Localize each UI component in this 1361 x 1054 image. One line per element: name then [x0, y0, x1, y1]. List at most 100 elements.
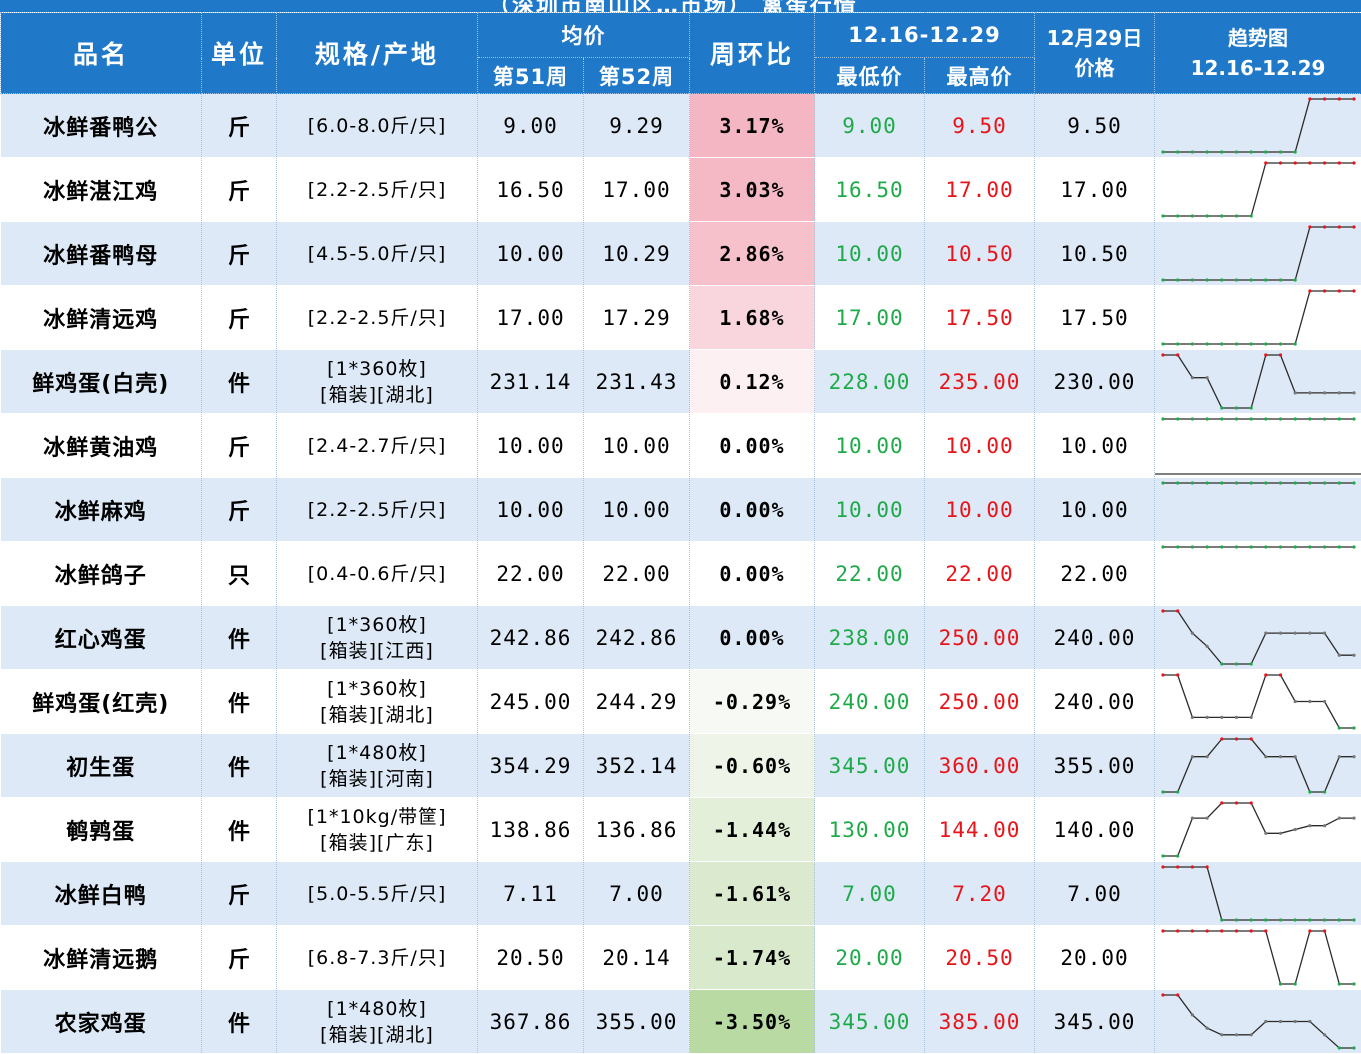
trend-point: [1176, 929, 1179, 932]
trend-line: [1163, 611, 1354, 664]
trend-point: [1308, 545, 1311, 548]
trend-point: [1279, 673, 1282, 676]
min-price: 20.00: [815, 926, 925, 990]
trend-point: [1176, 353, 1179, 356]
trend-point: [1176, 342, 1179, 345]
trend-point: [1323, 824, 1326, 827]
trend-point: [1161, 214, 1164, 217]
week-over-week: -1.44%: [690, 798, 815, 862]
trend-point: [1235, 481, 1238, 484]
trend-point: [1191, 214, 1194, 217]
trend-point: [1308, 790, 1311, 793]
spec-cell: [5.0-5.5斤/只]: [277, 862, 478, 926]
sparkline: [1155, 350, 1361, 413]
trend-point: [1235, 918, 1238, 921]
trend-point: [1323, 391, 1326, 394]
max-price: 360.00: [925, 734, 1035, 798]
trend-point: [1308, 929, 1311, 932]
trend-point: [1220, 342, 1223, 345]
trend-point: [1250, 545, 1253, 548]
min-price: 345.00: [815, 990, 925, 1054]
trend-point: [1294, 700, 1297, 703]
trend-point: [1308, 289, 1311, 292]
week-over-week: 0.00%: [690, 414, 815, 478]
header-name: 品名: [1, 13, 202, 94]
unit-cell: 件: [202, 798, 277, 862]
trend-point: [1323, 700, 1326, 703]
unit-cell: 斤: [202, 414, 277, 478]
trend-point: [1161, 278, 1164, 281]
product-name: 冰鲜麻鸡: [1, 478, 202, 542]
trend-point: [1250, 801, 1253, 804]
trend-point: [1191, 545, 1194, 548]
trend-point: [1220, 417, 1223, 420]
spec-cell: [2.4-2.7斤/只]: [277, 414, 478, 478]
trend-point: [1352, 755, 1355, 758]
week52-avg: 10.29: [584, 222, 690, 286]
header-spec: 规格/产地: [277, 13, 478, 94]
unit-cell: 件: [202, 350, 277, 414]
trend-point: [1338, 289, 1341, 292]
unit-cell: 斤: [202, 862, 277, 926]
trend-point: [1176, 545, 1179, 548]
trend-point: [1176, 278, 1179, 281]
unit-cell: 斤: [202, 926, 277, 990]
trend-point: [1323, 1033, 1326, 1036]
max-price: 250.00: [925, 606, 1035, 670]
trend-point: [1323, 929, 1326, 932]
trend-point: [1235, 662, 1238, 665]
trend-point: [1161, 545, 1164, 548]
trend-point: [1294, 828, 1297, 831]
trend-point: [1250, 342, 1253, 345]
trend-point: [1352, 289, 1355, 292]
max-price: 17.50: [925, 286, 1035, 350]
table-header: 品名 单位 规格/产地 均价 周环比 12.16-12.29 12月29日价格 …: [1, 13, 1361, 94]
week51-avg: 17.00: [478, 286, 584, 350]
min-price: 10.00: [815, 478, 925, 542]
trend-point: [1191, 716, 1194, 719]
max-price: 10.00: [925, 478, 1035, 542]
trend-point: [1191, 865, 1194, 868]
trend-point: [1161, 790, 1164, 793]
date-price: 230.00: [1035, 350, 1155, 414]
spec-cell: [1*480枚][箱装][河南]: [277, 734, 478, 798]
trend-line: [1163, 995, 1354, 1048]
trend-point: [1191, 817, 1194, 820]
origin-line: [箱装][江西]: [277, 638, 477, 664]
sparkline: [1155, 734, 1361, 797]
trend-point: [1264, 342, 1267, 345]
trend-point: [1294, 342, 1297, 345]
trend-point: [1294, 161, 1297, 164]
week51-avg: 10.00: [478, 478, 584, 542]
min-price: 7.00: [815, 862, 925, 926]
trend-point: [1161, 673, 1164, 676]
min-price: 10.00: [815, 222, 925, 286]
spec-line: [1*360枚]: [277, 612, 477, 638]
unit-cell: 斤: [202, 94, 277, 158]
spec-cell: [4.5-5.0斤/只]: [277, 222, 478, 286]
date-price: 240.00: [1035, 670, 1155, 734]
product-name: 冰鲜清远鹅: [1, 926, 202, 990]
trend-point: [1264, 353, 1267, 356]
max-price: 7.20: [925, 862, 1035, 926]
week51-avg: 231.14: [478, 350, 584, 414]
sparkline: [1155, 542, 1361, 605]
week52-avg: 17.00: [584, 158, 690, 222]
product-name: 初生蛋: [1, 734, 202, 798]
trend-point: [1264, 150, 1267, 153]
min-price: 10.00: [815, 414, 925, 478]
trend-point: [1161, 609, 1164, 612]
header-date-line1: 12月29日: [1035, 23, 1154, 53]
week51-avg: 354.29: [478, 734, 584, 798]
origin-line: [箱装][湖北]: [277, 702, 477, 728]
header-trend-line1: 趋势图: [1155, 23, 1361, 53]
trend-point: [1338, 726, 1341, 729]
trend-point: [1308, 1020, 1311, 1023]
trend-point: [1323, 289, 1326, 292]
trend-point: [1264, 673, 1267, 676]
trend-point: [1338, 481, 1341, 484]
